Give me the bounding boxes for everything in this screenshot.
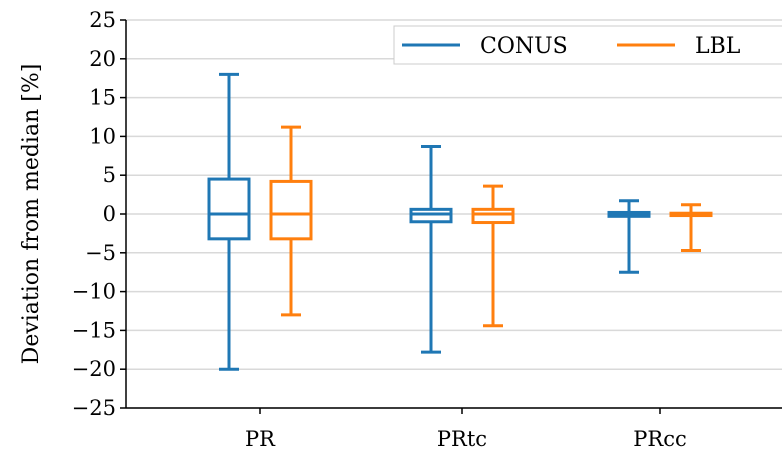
box-series — [207, 72, 713, 371]
box-CONUS-PR — [207, 72, 251, 371]
box-body — [269, 179, 313, 241]
y-axis-label: Deviation from median [%] — [19, 64, 44, 365]
x-tick-label: PRcc — [633, 427, 686, 449]
y-tick-label: −25 — [72, 396, 116, 420]
box-LBL-PRcc — [669, 203, 713, 252]
y-tick-label: 5 — [103, 163, 116, 187]
y-tick-label: −5 — [85, 241, 116, 265]
box-body — [409, 207, 453, 224]
box-body — [207, 177, 251, 241]
y-tick-label: −20 — [72, 357, 116, 381]
y-tick-label: 25 — [89, 8, 116, 32]
y-tick-label: −10 — [72, 280, 116, 304]
y-tick-label: 15 — [89, 86, 116, 110]
x-tick-label: PR — [245, 427, 276, 449]
y-tick-label: −15 — [72, 318, 116, 342]
legend-label-CONUS: CONUS — [480, 34, 568, 59]
legend: CONUS LBL — [393, 25, 782, 65]
box-CONUS-PRtc — [409, 144, 453, 354]
y-tick-label: 20 — [89, 47, 116, 71]
box-CONUS-PRcc — [607, 199, 651, 274]
y-tick-label: 10 — [89, 124, 116, 148]
box-LBL-PRtc — [471, 184, 515, 328]
legend-label-LBL: LBL — [695, 34, 741, 59]
box-body — [471, 207, 515, 225]
y-tick-label: 0 — [103, 202, 116, 226]
box-LBL-PR — [269, 125, 313, 317]
axes: −25 −20 −15 −10 −5 0 5 10 15 20 25 PR PRtc PRcc — [72, 8, 782, 449]
x-tick-label: PRtc — [437, 427, 487, 449]
